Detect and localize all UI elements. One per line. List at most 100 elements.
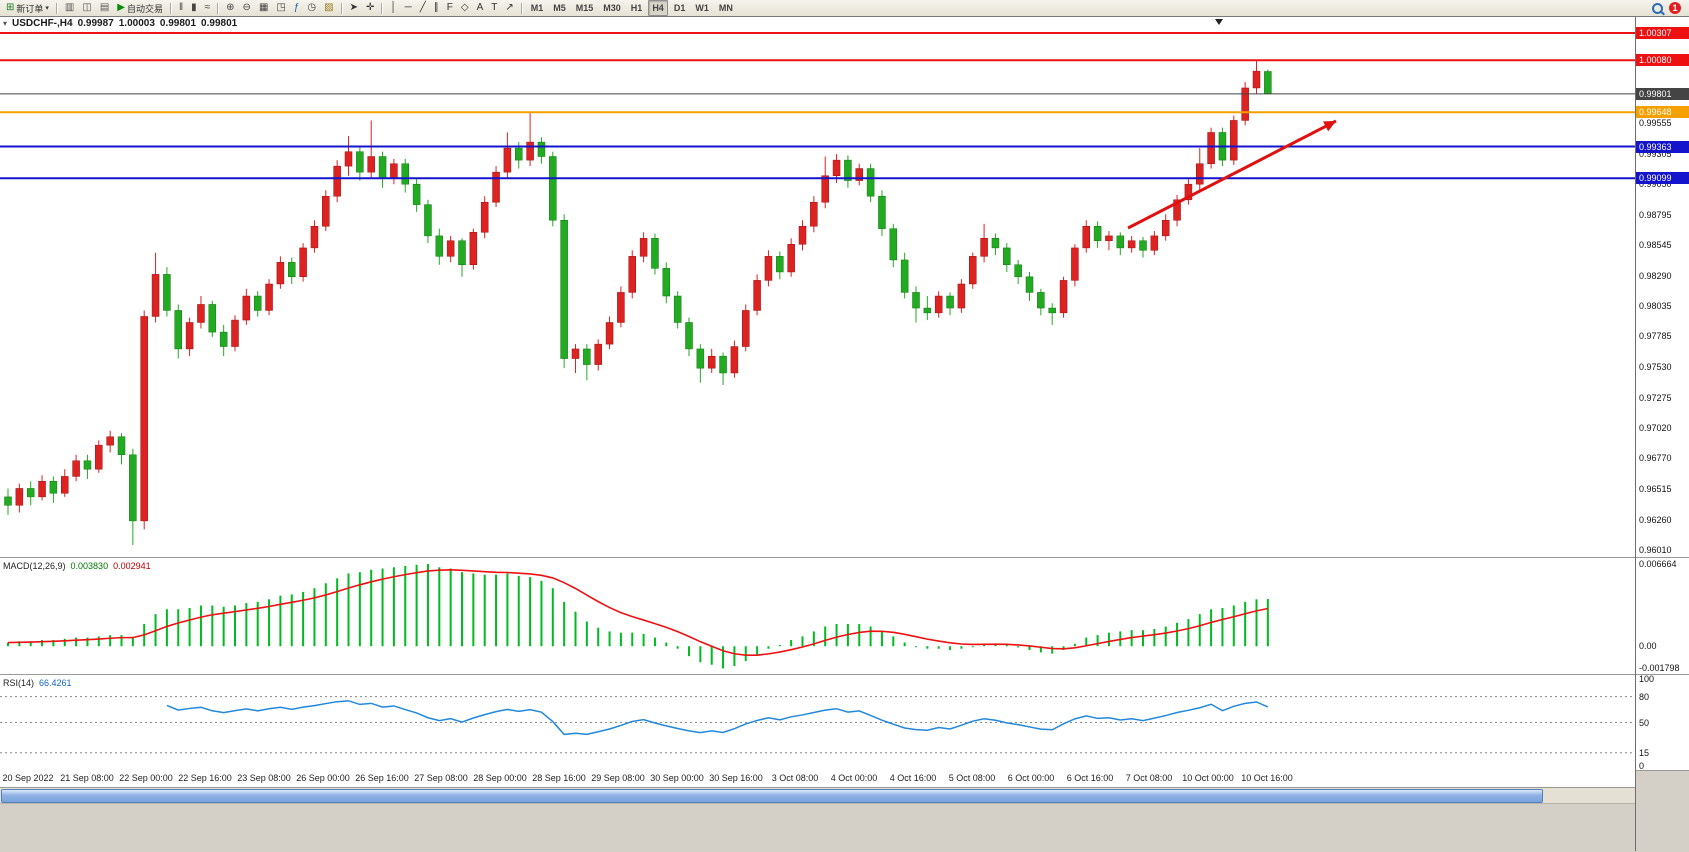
vertical-line-button[interactable]: │ bbox=[387, 0, 399, 16]
dropdown-caret-icon: ▾ bbox=[45, 5, 49, 12]
text-label-button[interactable]: T bbox=[488, 0, 500, 16]
chart-title: ▾ USDCHF-,H4 0.99987 1.00003 0.99801 0.9… bbox=[3, 18, 237, 29]
trend-arrow-annotation[interactable] bbox=[1127, 119, 1337, 230]
tile-windows-button[interactable]: ▦ bbox=[256, 0, 271, 16]
periods-button[interactable]: ◷ bbox=[304, 0, 319, 16]
templates-button[interactable]: ▨ bbox=[321, 0, 336, 16]
macd-scale-label: 0.00 bbox=[1639, 641, 1657, 652]
timeframe-m1-button[interactable]: M1 bbox=[527, 0, 548, 16]
date-label: 26 Sep 00:00 bbox=[296, 773, 350, 783]
macd-signal-value: 0.002941 bbox=[113, 561, 151, 571]
date-label: 23 Sep 08:00 bbox=[237, 773, 291, 783]
timeframe-d1-button[interactable]: D1 bbox=[670, 0, 690, 16]
rsi-label: RSI(14) bbox=[3, 678, 35, 688]
horizontal-line-button[interactable]: ─ bbox=[402, 0, 415, 16]
timeframe-w1-button[interactable]: W1 bbox=[691, 0, 713, 16]
notification-badge[interactable]: 1 bbox=[1669, 2, 1681, 14]
timeframe-w1-button-label: W1 bbox=[695, 3, 709, 13]
price-tick-label: 0.98545 bbox=[1639, 239, 1672, 250]
price-tick-label: 0.97530 bbox=[1639, 361, 1672, 372]
date-label: 3 Oct 08:00 bbox=[771, 773, 819, 783]
main-chart-canvas[interactable] bbox=[0, 17, 1635, 557]
timeframe-h1-button[interactable]: H1 bbox=[627, 0, 647, 16]
indicators-icon: ƒ bbox=[293, 2, 300, 13]
price-scale: 0.995550.993050.990500.987950.985450.982… bbox=[1635, 17, 1689, 852]
timeframe-m30-button[interactable]: M30 bbox=[599, 0, 625, 16]
panel-separator bbox=[1636, 557, 1689, 558]
candlestick-mode-button[interactable]: ▮ bbox=[188, 0, 200, 16]
date-label: 4 Oct 16:00 bbox=[889, 773, 937, 783]
auto-arrange-button[interactable]: ◳ bbox=[273, 0, 288, 16]
tile-windows-icon: ▦ bbox=[258, 2, 269, 13]
trendline-icon: ╱ bbox=[419, 2, 426, 13]
trendline-button[interactable]: ╱ bbox=[417, 0, 429, 16]
symbol-dropdown-icon[interactable]: ▾ bbox=[3, 19, 8, 28]
auto-trading-button[interactable]: ▶ 自动交易 bbox=[114, 0, 166, 16]
rsi-scale-label: 50 bbox=[1639, 717, 1650, 728]
price-tick-label: 0.96770 bbox=[1639, 453, 1672, 464]
bar-high-value: 1.00003 bbox=[118, 18, 155, 29]
macd-chart-canvas[interactable] bbox=[0, 558, 1635, 674]
text-button[interactable]: A bbox=[474, 0, 487, 16]
templates-icon: ▨ bbox=[324, 2, 334, 13]
timeframe-mn-button[interactable]: MN bbox=[715, 0, 737, 16]
market-watch-button[interactable]: ▥ bbox=[62, 0, 77, 16]
price-tick-label: 0.99555 bbox=[1639, 118, 1672, 129]
horizontal-level-lines[interactable] bbox=[0, 31, 1635, 180]
macd-scale-label: -0.001798 bbox=[1639, 663, 1680, 674]
bar-chart-mode-button[interactable]: ‖ bbox=[176, 0, 186, 16]
date-label: 6 Oct 00:00 bbox=[1007, 773, 1055, 783]
line-chart-mode-button[interactable]: ≈ bbox=[202, 0, 214, 16]
timeframe-m5-button[interactable]: M5 bbox=[549, 0, 570, 16]
price-tick-label: 0.98795 bbox=[1639, 209, 1672, 220]
text-icon: A bbox=[476, 2, 484, 13]
date-label: 22 Sep 00:00 bbox=[119, 773, 173, 783]
date-axis: 20 Sep 2022 21 Sep 08:00 22 Sep 00:00 22 Se… bbox=[0, 770, 1635, 787]
cursor-button[interactable]: ➤ bbox=[347, 0, 361, 16]
indicators-button[interactable]: ƒ bbox=[291, 0, 303, 16]
chart-symbol-period: USDCHF-,H4 bbox=[12, 18, 73, 29]
shapes-button[interactable]: ◇ bbox=[458, 0, 472, 16]
bar-chart-mode-icon: ‖ bbox=[179, 2, 184, 13]
text-label-icon: T bbox=[491, 2, 498, 13]
macd-label: MACD(12,26,9) bbox=[3, 561, 66, 571]
date-label: 29 Sep 08:00 bbox=[591, 773, 645, 783]
zoom-out-button[interactable]: ⊖ bbox=[240, 0, 254, 16]
macd-title: MACD(12,26,9) 0.003830 0.002941 bbox=[3, 561, 151, 571]
horizontal-scrollbar[interactable] bbox=[0, 787, 1635, 803]
periods-icon: ◷ bbox=[307, 2, 317, 13]
date-label: 7 Oct 08:00 bbox=[1125, 773, 1173, 783]
crosshair-icon: ✛ bbox=[365, 2, 375, 13]
date-label: 28 Sep 16:00 bbox=[532, 773, 586, 783]
date-label: 20 Sep 2022 bbox=[2, 773, 54, 783]
timeframe-h4-button[interactable]: H4 bbox=[648, 0, 668, 16]
date-label: 6 Oct 16:00 bbox=[1066, 773, 1114, 783]
macd-scale-label: 0.006664 bbox=[1639, 558, 1677, 569]
new-order-button[interactable]: ⊞ 新订单 ▾ bbox=[3, 0, 52, 16]
vertical-line-icon: │ bbox=[390, 2, 397, 13]
price-tick-label: 0.97020 bbox=[1639, 423, 1672, 434]
fibonacci-button[interactable]: F bbox=[444, 0, 456, 16]
channel-button[interactable]: ∥ bbox=[431, 0, 442, 16]
toolbar-right: 1 bbox=[1652, 2, 1687, 14]
new-order-icon: ⊞ bbox=[6, 2, 15, 13]
zoom-in-button[interactable]: ⊕ bbox=[223, 0, 237, 16]
macd-value: 0.003830 bbox=[70, 561, 109, 571]
navigator-icon: ◫ bbox=[82, 2, 92, 13]
shapes-icon: ◇ bbox=[460, 2, 469, 13]
crosshair-button[interactable]: ✛ bbox=[363, 0, 377, 16]
price-level-tag: 0.99801 bbox=[1636, 87, 1689, 100]
arrows-button[interactable]: ↗ bbox=[502, 0, 516, 16]
toolbar-separator bbox=[217, 2, 220, 14]
terminal-button[interactable]: ▤ bbox=[97, 0, 112, 16]
search-icon[interactable] bbox=[1652, 2, 1663, 14]
date-label: 21 Sep 08:00 bbox=[60, 773, 114, 783]
navigator-button[interactable]: ◫ bbox=[79, 0, 94, 16]
bar-low-value: 0.99801 bbox=[159, 18, 197, 29]
scrollbar-thumb[interactable] bbox=[1, 789, 1543, 803]
rsi-chart-canvas[interactable] bbox=[0, 675, 1635, 770]
timeframe-m15-button[interactable]: M15 bbox=[572, 0, 598, 16]
price-level-tag: 1.00080 bbox=[1636, 54, 1689, 67]
macd-signal-line bbox=[7, 569, 1269, 657]
toolbar: ⊞ 新订单 ▾ ▥ ◫ ▤ ▶ 自动交易 ‖ ▮ ≈ ⊕ ⊖ ▦ ◳ ƒ ◷ ▨ ➤ ✛ │ ─ ╱ ∥ F ◇ A T ↗ M1 M5 M1… bbox=[0, 0, 1689, 17]
